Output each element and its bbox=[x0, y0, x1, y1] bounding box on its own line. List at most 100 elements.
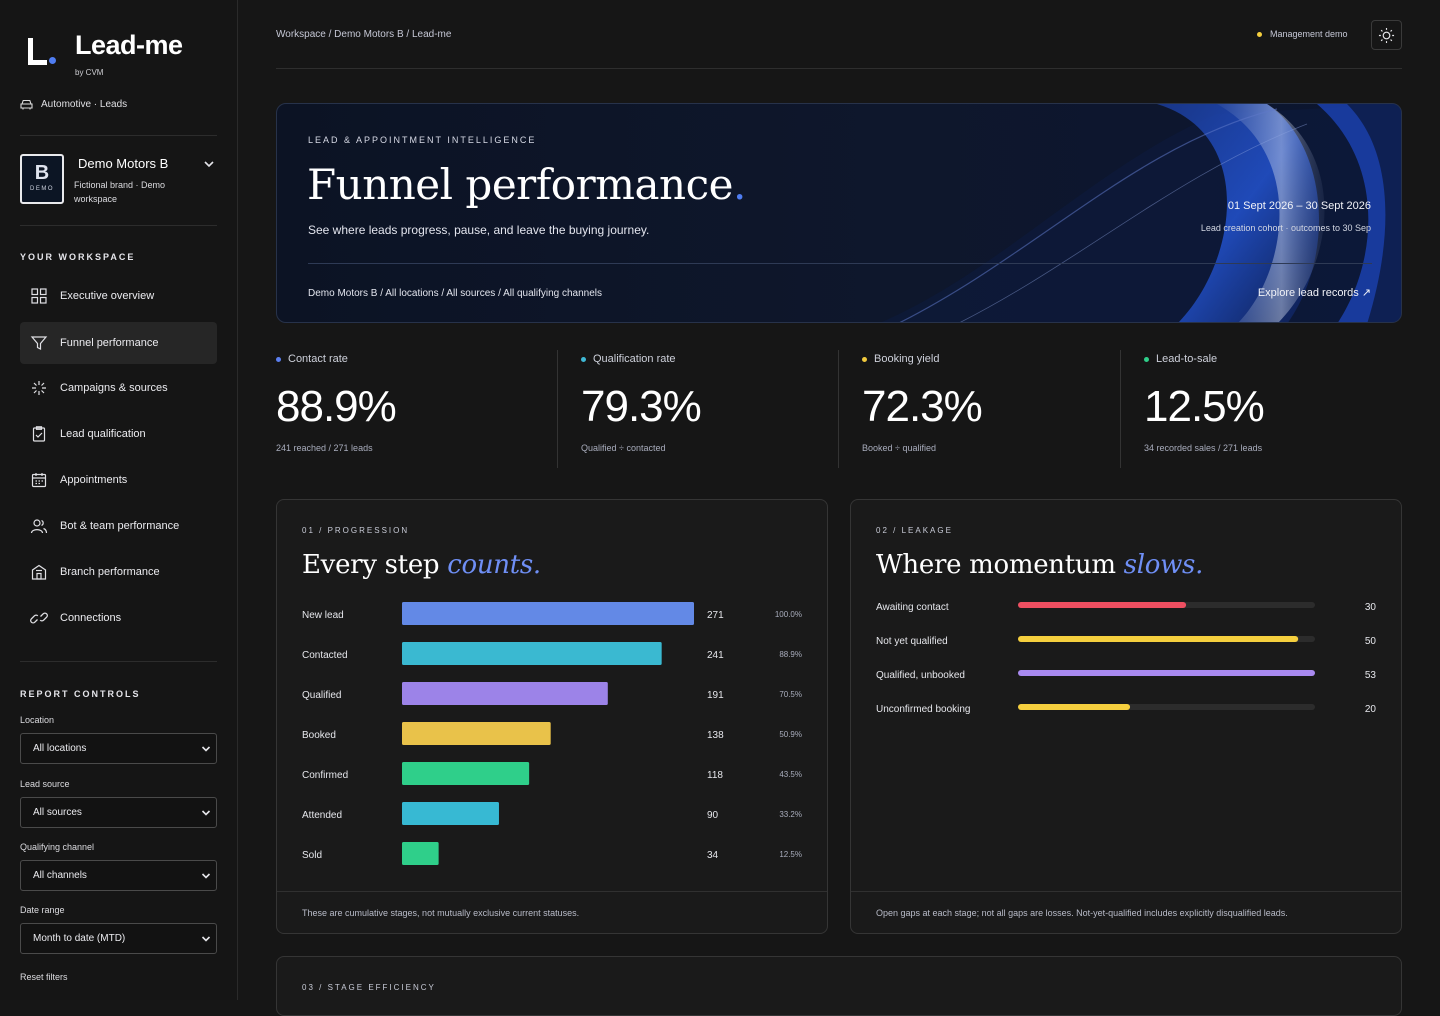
bar-category-label: Awaiting contact bbox=[876, 602, 949, 613]
sidebar-item-lead-qualification[interactable]: Lead qualification bbox=[20, 413, 217, 455]
kpi-value: 79.3% bbox=[581, 382, 702, 431]
bar bbox=[402, 682, 608, 705]
bar-percent-label: 33.2% bbox=[779, 810, 802, 819]
page-title-dot: . bbox=[732, 160, 746, 209]
bar-value-label: 241 bbox=[707, 650, 724, 661]
qualifying-channel-select-value: All channels bbox=[33, 870, 87, 881]
car-icon bbox=[20, 99, 33, 110]
sidebar-item-label: Executive overview bbox=[60, 290, 155, 302]
bar-percent-label: 100.0% bbox=[775, 610, 802, 619]
main-content: Workspace / Demo Motors B / Lead-me Mana… bbox=[276, 0, 1402, 1016]
chevron-down-icon[interactable] bbox=[203, 158, 215, 170]
hero-eyebrow: LEAD & APPOINTMENT INTELLIGENCE bbox=[308, 135, 537, 145]
bar-value-label: 191 bbox=[707, 690, 724, 701]
kpi-label-text: Qualification rate bbox=[593, 353, 676, 365]
org-subtitle: Fictional brand · Demo workspace bbox=[74, 180, 166, 204]
sidebar-item-campaigns-sources[interactable]: Campaigns & sources bbox=[20, 367, 217, 409]
bar-category-label: Booked bbox=[302, 730, 336, 741]
hero-background-art bbox=[881, 104, 1401, 322]
hero-banner: LEAD & APPOINTMENT INTELLIGENCE Funnel p… bbox=[276, 103, 1402, 323]
location-select[interactable]: All locations bbox=[20, 733, 217, 764]
users-icon bbox=[30, 519, 48, 534]
kpi-dot bbox=[862, 356, 867, 362]
kpi-dot bbox=[1144, 356, 1149, 362]
date-range-select[interactable]: Month to date (MTD) bbox=[20, 923, 217, 954]
page-title-text: Funnel performance bbox=[307, 160, 733, 209]
bar bbox=[1018, 704, 1131, 710]
org-switcher[interactable]: B DEMO Demo Motors B Fictional brand · D… bbox=[20, 154, 217, 206]
bar-percent-label: 70.5% bbox=[779, 690, 802, 699]
kpi-value: 88.9% bbox=[276, 382, 397, 431]
sidebar-item-bot-team-performance[interactable]: Bot & team performance bbox=[20, 505, 217, 547]
mode-label: Management demo bbox=[1270, 29, 1348, 39]
kpi-value: 72.3% bbox=[862, 382, 983, 431]
filter-icon bbox=[30, 336, 48, 350]
card-footer-divider bbox=[851, 891, 1401, 892]
page-title: Funnel performance. bbox=[307, 160, 746, 209]
kpi-divider bbox=[557, 350, 558, 468]
kpi-divider bbox=[838, 350, 839, 468]
card-title-text: Every step bbox=[302, 550, 440, 580]
industry-label: Automotive · Leads bbox=[20, 99, 127, 110]
kpi-label-text: Booking yield bbox=[874, 353, 940, 365]
lead-source-label: Lead source bbox=[20, 779, 70, 789]
bar-percent-label: 50.9% bbox=[779, 730, 802, 739]
bar-value-label: 20 bbox=[1365, 704, 1377, 715]
leakage-chart: Awaiting contact 30 Not yet qualified 50 Qua… bbox=[876, 602, 1377, 715]
sidebar-item-funnel-performance[interactable]: Funnel performance bbox=[20, 322, 217, 364]
qualifying-channel-select[interactable]: All channels bbox=[20, 860, 217, 891]
sidebar-item-connections[interactable]: Connections bbox=[20, 597, 217, 639]
sidebar-item-branch-performance[interactable]: Branch performance bbox=[20, 551, 217, 593]
divider bbox=[20, 135, 217, 136]
hero-date-range: 01 Sept 2026 – 30 Sept 2026 bbox=[1227, 200, 1371, 212]
date-range-label: Date range bbox=[20, 905, 65, 915]
bar-category-label: New lead bbox=[302, 610, 344, 621]
kpi-subtext: Booked ÷ qualified bbox=[862, 443, 936, 453]
bar bbox=[402, 602, 694, 625]
header-divider bbox=[276, 68, 1402, 69]
sidebar-item-executive-overview[interactable]: Executive overview bbox=[20, 275, 217, 317]
sidebar-item-label: Campaigns & sources bbox=[60, 382, 168, 394]
org-badge: B DEMO bbox=[20, 154, 64, 204]
kpi-subtext: Qualified ÷ contacted bbox=[581, 443, 666, 453]
bar-percent-label: 12.5% bbox=[779, 850, 802, 859]
link-icon bbox=[30, 612, 48, 624]
kpi-qualification-rate: Qualification rate 79.3% Qualified ÷ con… bbox=[581, 350, 821, 470]
bar-value-label: 138 bbox=[707, 730, 724, 741]
org-name: Demo Motors B bbox=[78, 156, 169, 171]
bar bbox=[402, 842, 439, 865]
bar bbox=[1018, 670, 1315, 676]
sun-icon bbox=[1378, 27, 1395, 43]
kpi-label: Contact rate bbox=[276, 353, 348, 365]
sidebar-item-label: Bot & team performance bbox=[60, 520, 180, 532]
hero-subtitle: See where leads progress, pause, and lea… bbox=[308, 223, 650, 237]
bar-value-label: 30 bbox=[1365, 602, 1377, 613]
bar bbox=[1018, 602, 1187, 608]
kpi-subtext: 241 reached / 271 leads bbox=[276, 443, 373, 453]
kpi-label: Lead-to-sale bbox=[1144, 353, 1217, 365]
card-eyebrow: 01 / PROGRESSION bbox=[302, 526, 410, 535]
kpi-booking-yield: Booking yield 72.3% Booked ÷ qualified bbox=[862, 350, 1102, 470]
explore-lead-records-link[interactable]: Explore lead records ↗ bbox=[1257, 287, 1371, 299]
reset-filters-link[interactable]: Reset filters bbox=[20, 972, 68, 982]
location-label: Location bbox=[20, 715, 55, 725]
clipboard-check-icon bbox=[32, 426, 46, 442]
bar bbox=[402, 802, 499, 825]
brand-logo bbox=[26, 38, 56, 68]
bar-category-label: Sold bbox=[302, 850, 322, 861]
bar-category-label: Not yet qualified bbox=[876, 636, 948, 647]
lead-source-select[interactable]: All sources bbox=[20, 797, 217, 828]
bar-category-label: Qualified, unbooked bbox=[876, 670, 965, 681]
theme-toggle-button[interactable] bbox=[1371, 20, 1402, 50]
calendar-icon bbox=[31, 473, 47, 488]
card-footnote: Open gaps at each stage; not all gaps ar… bbox=[876, 908, 1288, 918]
sidebar-item-appointments[interactable]: Appointments bbox=[20, 459, 217, 501]
card-title-emphasis: slows. bbox=[1123, 550, 1204, 580]
kpi-label: Booking yield bbox=[862, 353, 939, 365]
chevron-down-icon bbox=[201, 810, 211, 816]
bar-category-label: Unconfirmed booking bbox=[876, 704, 971, 715]
card-title-text: Where momentum bbox=[876, 550, 1116, 580]
status-dot bbox=[1257, 31, 1262, 37]
grid-icon bbox=[31, 288, 47, 304]
chevron-down-icon bbox=[201, 746, 211, 752]
